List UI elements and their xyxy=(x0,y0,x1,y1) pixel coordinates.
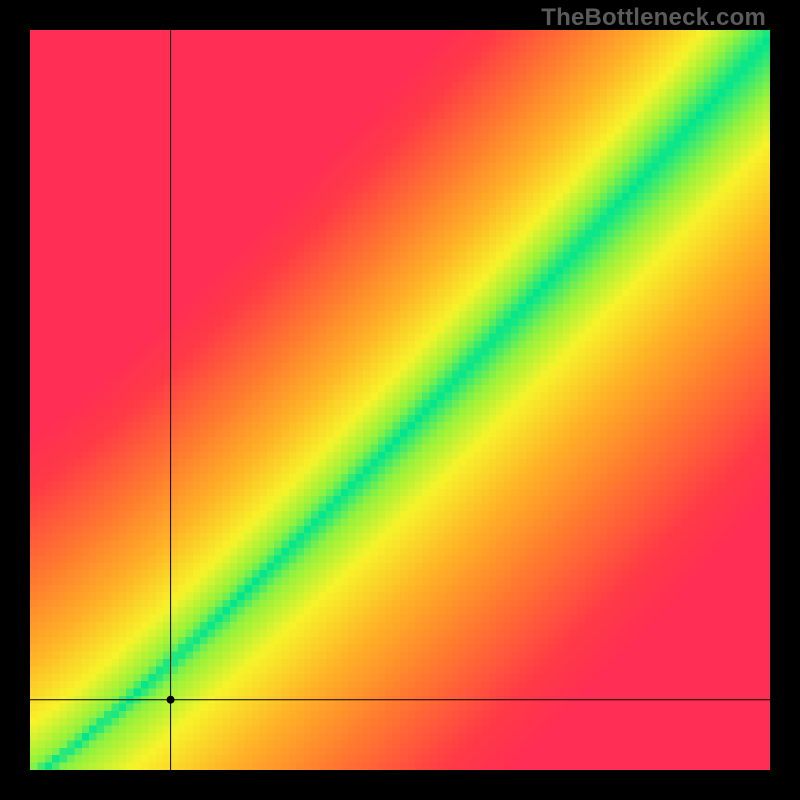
watermark-text: TheBottleneck.com xyxy=(541,4,766,32)
bottleneck-heatmap xyxy=(30,30,770,770)
chart-container: TheBottleneck.com xyxy=(0,0,800,800)
plot-area xyxy=(30,30,770,770)
